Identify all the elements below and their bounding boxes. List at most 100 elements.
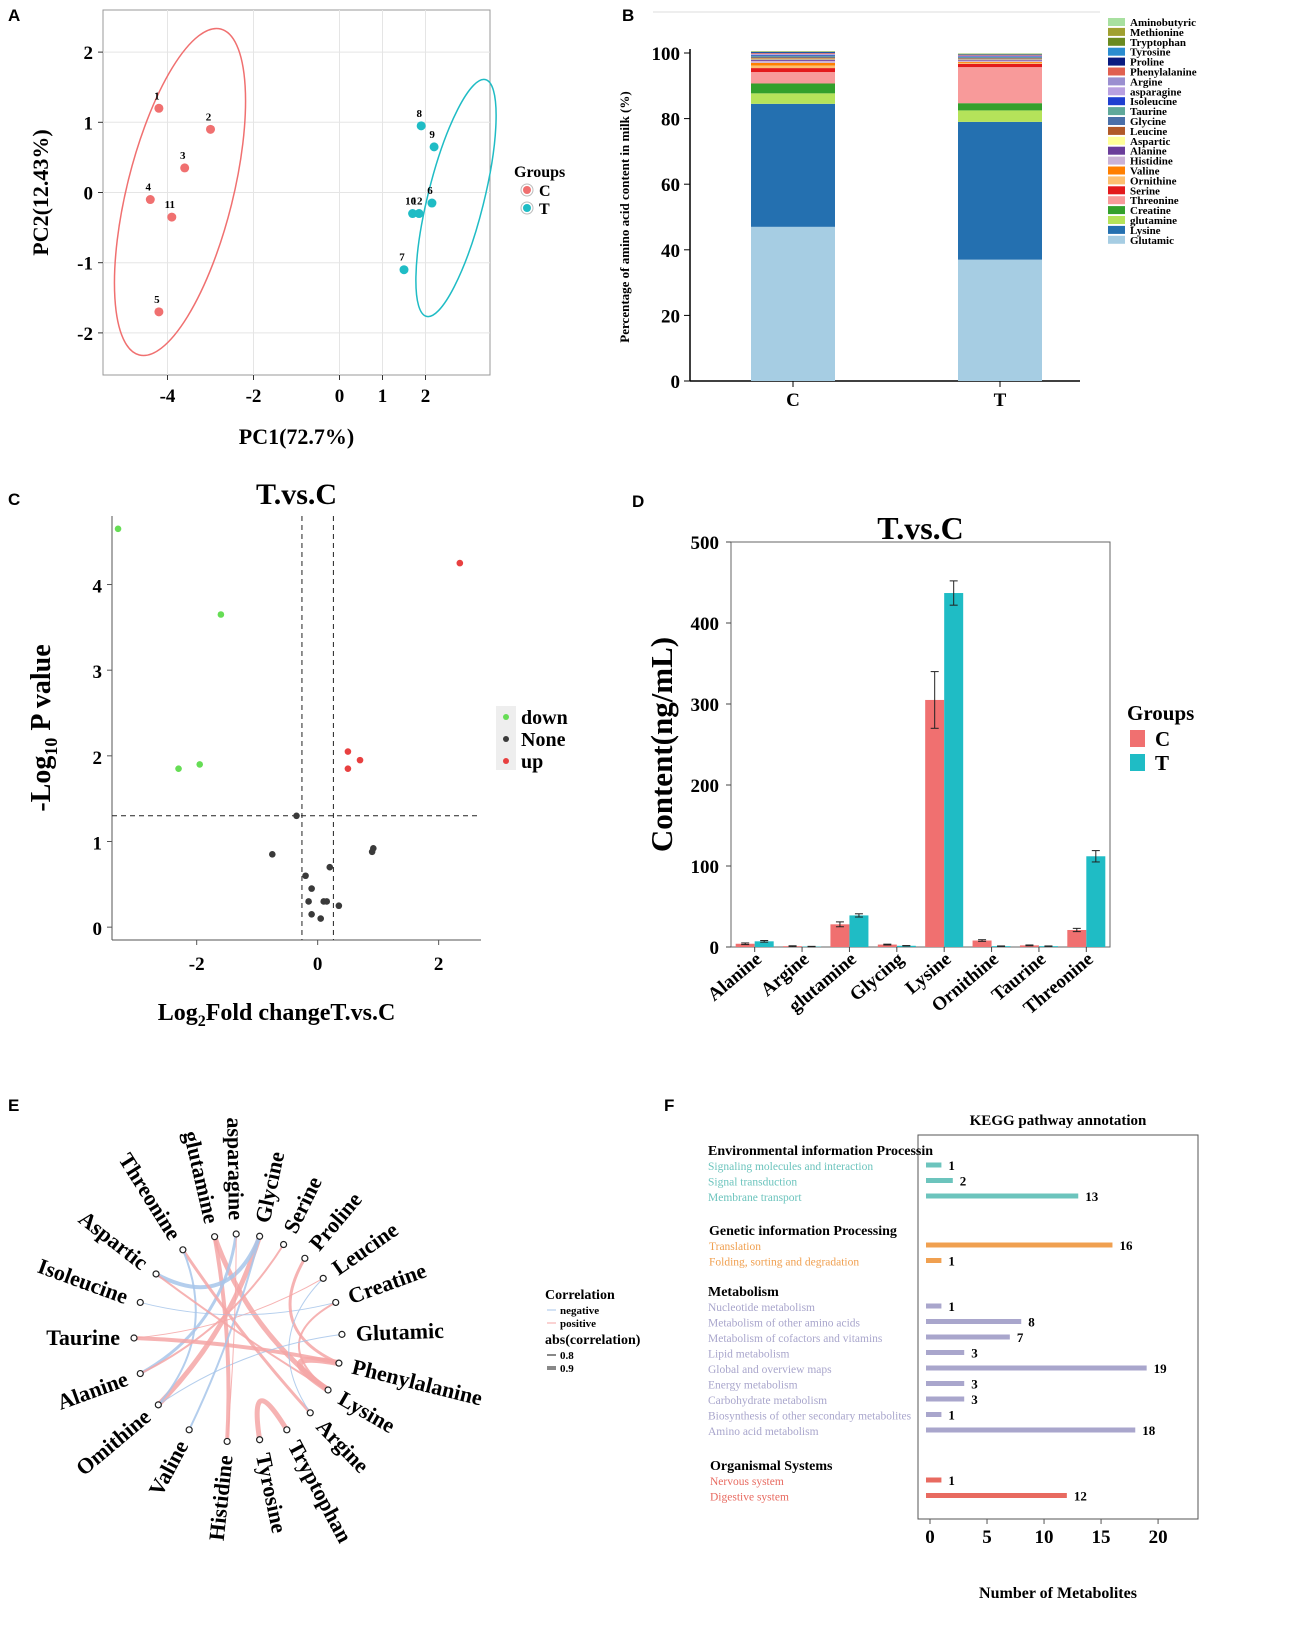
correlation-link [188,1236,261,1431]
bar-value-label: 2 [960,1174,967,1189]
bar-segment [958,57,1042,59]
bar-segment [751,72,835,84]
data-point [196,761,204,768]
y-tick-label: 400 [691,614,720,635]
bar-segment [958,61,1042,63]
bar-segment [751,60,835,63]
data-point [217,611,225,618]
bar-value-label: 18 [1142,1423,1156,1438]
bar-value-label: 16 [1119,1238,1133,1253]
bar-segment [751,53,835,54]
x-tick-label: -4 [160,386,176,407]
bar [735,943,755,947]
legend-swatch [1108,117,1125,125]
bar-segment [958,62,1042,64]
legend-label: Histidine [1130,156,1173,168]
correlation-link [181,1248,312,1414]
item-label: Signaling molecules and interaction [708,1161,873,1173]
bar [944,593,964,947]
node-marker [306,1409,314,1417]
point-label: 3 [180,150,186,162]
node-marker [332,1298,340,1307]
node-marker [301,1254,309,1262]
y-tick-label: 100 [691,857,720,878]
group-c-ellipse [113,27,247,357]
y-axis-title: Content(ng/mL) [644,637,679,852]
data-point [344,748,352,755]
data-point [269,851,276,858]
x-tick-label: 2 [434,954,444,975]
legend-label: Aminobutyric [1130,17,1196,29]
node-marker [324,1386,332,1394]
y-tick-label: 1 [93,833,103,854]
legend-key [520,183,534,197]
legend-swatch [1108,206,1125,215]
bar-value-label: 13 [1085,1189,1099,1204]
correlation-link [158,1333,343,1406]
point-label: 7 [399,252,405,264]
node-marker [152,1270,160,1278]
legend-label: Glutamic [1130,235,1174,247]
chart-title: T.vs.C [877,510,964,546]
legend-label: asparagine [1130,86,1181,98]
legend-title: Groups [514,164,565,181]
bar-value-label: 3 [971,1377,978,1392]
correlation-link [155,1235,262,1290]
legend-label: Glycine [1130,116,1166,128]
item-label: Energy metabolism [708,1380,798,1392]
data-point [154,307,164,317]
bar-segment [958,67,1042,104]
bar [926,1334,1010,1340]
bar-value-label: 19 [1154,1361,1168,1376]
bar [1086,856,1106,947]
legend-swatch [1108,97,1125,106]
panel-label-a: A [8,6,21,25]
bar [926,1493,1067,1498]
item-label: Folding, sorting and degradation [709,1257,859,1269]
bar [925,699,945,947]
bar [926,1162,942,1168]
legend-label: Threonine [1130,195,1179,207]
bar [926,1350,965,1355]
point-label: 4 [146,182,152,194]
bar-segment [958,121,1042,260]
legend-label: 0.8 [560,1350,574,1362]
correlation-link [226,1234,237,1442]
bar-segment [958,103,1042,111]
legend-label: Methionine [1130,27,1184,39]
x-tick-label: C [786,390,800,411]
content-bar-chart: T.vs.C0100200300400500AlanineArginegluta… [644,510,1194,1019]
legend-label: Tryptophan [1130,37,1186,49]
bar-value-label: 8 [1028,1315,1035,1330]
bar [926,1178,953,1183]
legend-key-dot [523,186,531,194]
x-axis-title: Number of Metabolites [979,1585,1137,1602]
bar-segment [751,57,835,59]
point-label: 2 [206,111,212,123]
node-label: Isoleucine [35,1253,132,1309]
y-tick-label: 4 [93,577,103,598]
bar-segment [751,93,835,104]
x-tick-label: Glycing [846,948,908,1005]
y-tick-label: 60 [661,175,680,196]
panel-label-d: D [632,492,645,511]
data-point [356,756,364,764]
legend-key [503,736,509,742]
y-tick-label: 0 [84,184,94,205]
node-label: Omithine [71,1404,156,1481]
x-tick-label: 0 [313,954,323,975]
panel-label-c: C [8,490,21,509]
data-point [399,265,409,275]
y-axis-title: Percentage of amino acid content in milk… [620,91,632,342]
legend-label: Ornithine [1130,175,1177,187]
bar [926,1193,1079,1199]
legend-swatch [1108,126,1125,135]
node-label: Tyrosine [251,1451,292,1536]
legend-swatch [1108,146,1125,155]
group-title: Metabolism [708,1285,779,1300]
data-point [408,209,418,219]
legend-key [503,758,509,764]
legend-swatch [1108,107,1125,116]
legend-label: Argine [1130,76,1163,88]
data-point [370,845,377,852]
